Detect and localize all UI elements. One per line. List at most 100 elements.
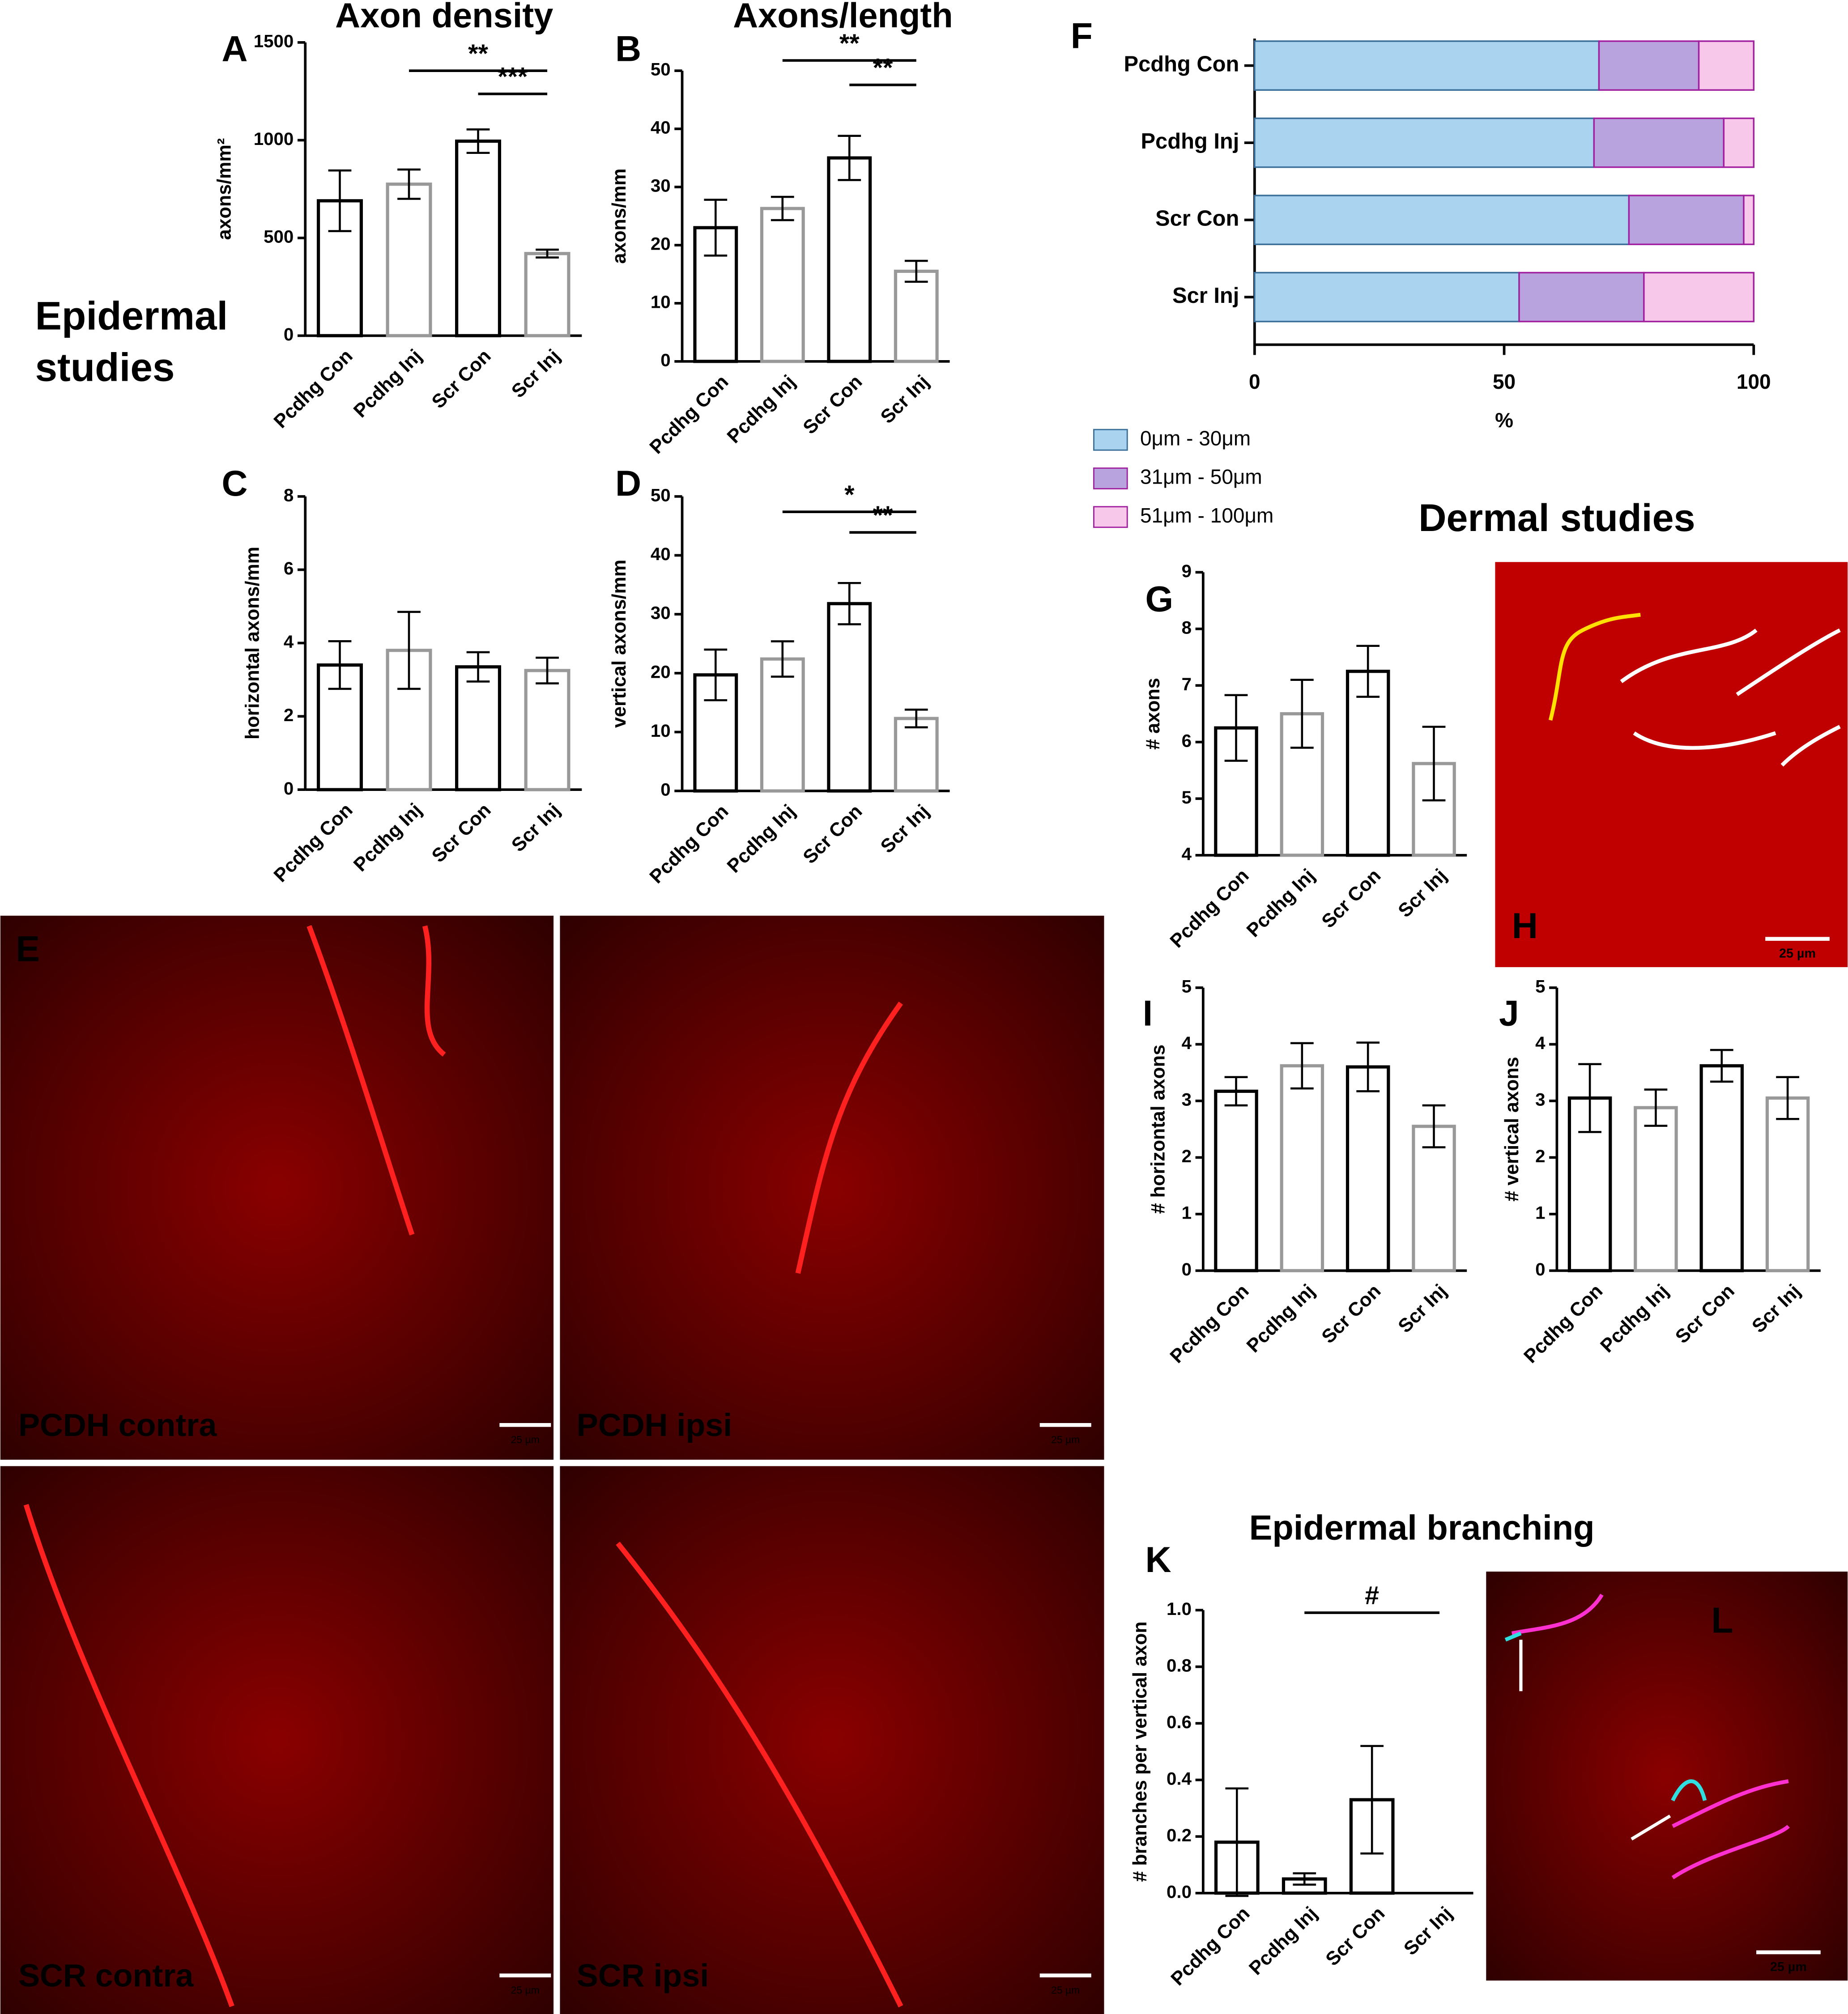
bar xyxy=(524,252,571,337)
error-bar xyxy=(771,195,794,221)
x-tick-label: Pcdhg Inj xyxy=(349,345,426,422)
y-axis-label: horizontal axons/mm xyxy=(242,547,264,739)
y-tick-label: 40 xyxy=(651,544,671,564)
x-tick-label: Pcdhg Con xyxy=(646,800,733,888)
error-bar xyxy=(328,640,352,690)
panel-letter: L xyxy=(1711,1600,1733,1640)
bar xyxy=(760,657,805,793)
scale-label: 25 µm xyxy=(1051,1984,1080,1996)
y-tick-label: 3 xyxy=(1182,1089,1192,1109)
y-tick-label: 1 xyxy=(1182,1202,1192,1223)
y-tick-label: 2 xyxy=(284,705,294,725)
x-tick-label: Pcdhg Con xyxy=(1166,865,1253,952)
y-tick-label: 10 xyxy=(651,721,671,741)
y-axis-label: # vertical axons xyxy=(1501,1057,1523,1202)
x-tick-label: Scr Con xyxy=(1317,1280,1385,1348)
y-tick-label: 0 xyxy=(660,780,670,800)
y-tick-label: 8 xyxy=(284,485,294,505)
x-tick-label: Scr Con xyxy=(1671,1280,1739,1348)
bar xyxy=(524,669,571,791)
image xyxy=(1486,1572,1848,1981)
x-tick-label: Pcdhg Con xyxy=(270,799,357,887)
panel-letter: G xyxy=(1145,579,1173,620)
error-bar xyxy=(771,640,794,678)
panel-letter: B xyxy=(615,29,641,69)
y-tick-label: 30 xyxy=(651,176,671,196)
x-tick-label: Pcdhg Con xyxy=(1167,1903,1254,1990)
bar xyxy=(1412,1125,1456,1272)
bar-segment xyxy=(1254,40,1600,91)
axon-trace xyxy=(23,925,446,2007)
legend-swatch xyxy=(1093,506,1128,528)
scale-label: 25 µm xyxy=(1051,1434,1080,1445)
scale-label: 25 µm xyxy=(1770,1960,1807,1974)
bar xyxy=(1765,1096,1810,1272)
significance-label: * xyxy=(844,480,855,509)
y-tick-label: 6 xyxy=(284,558,294,578)
y-tick-label: 40 xyxy=(651,118,671,138)
y-tick-label: 0 xyxy=(1535,1259,1545,1279)
x-tick-label: Scr Inj xyxy=(1748,1280,1805,1337)
x-tick-label: Scr Con xyxy=(799,800,867,868)
x-tick-label: 100 xyxy=(1737,370,1771,393)
error-bar xyxy=(1422,1104,1446,1148)
y-tick-label: 20 xyxy=(651,662,671,682)
arrow xyxy=(1519,1640,1671,1841)
error-bar xyxy=(1290,1042,1314,1090)
image-label: PCDH contra xyxy=(18,1407,217,1443)
x-tick-label: Scr Con xyxy=(799,371,867,438)
legend-label: 31μm - 50μm xyxy=(1140,465,1262,489)
x-tick-label: Pcdhg Inj xyxy=(1243,865,1319,941)
error-bar xyxy=(397,168,421,200)
bar xyxy=(760,207,805,363)
bar-segment xyxy=(1628,195,1745,245)
y-tick-label: 0 xyxy=(660,350,670,370)
axon-trace xyxy=(1504,1632,1707,1802)
error-bar xyxy=(1224,1076,1248,1107)
x-tick-label: Pcdhg Con xyxy=(646,371,733,458)
legend-label: 51μm - 100μm xyxy=(1140,504,1273,527)
y-tick-label: 2 xyxy=(1535,1146,1545,1166)
x-tick-label: Scr Con xyxy=(428,799,495,867)
y-axis-label: vertical axons/mm xyxy=(609,560,630,728)
y-tick-label: Pcdhg Con xyxy=(1124,52,1239,76)
bar-segment xyxy=(1254,195,1630,245)
bar-segment xyxy=(1518,272,1645,323)
x-tick-label: Pcdhg Inj xyxy=(723,371,800,447)
y-tick-label: 0.4 xyxy=(1167,1768,1192,1789)
y-tick-label: Pcdhg Inj xyxy=(1141,129,1239,153)
panel-letter: H xyxy=(1512,906,1538,946)
y-tick-label: 4 xyxy=(1535,1033,1546,1053)
panel-letter: I xyxy=(1143,993,1153,1033)
bar-segment xyxy=(1723,117,1754,168)
x-tick-label: Scr Inj xyxy=(507,345,564,402)
legend-swatch xyxy=(1093,467,1128,489)
bar-segment xyxy=(1593,117,1725,168)
y-tick-label: 0 xyxy=(284,324,294,344)
error-bar xyxy=(1290,679,1314,749)
y-tick-label: 9 xyxy=(1182,561,1192,581)
x-tick-label: Scr Con xyxy=(1317,865,1385,932)
y-tick-label: 20 xyxy=(651,234,671,254)
micrographs xyxy=(0,562,1848,2014)
error-bar xyxy=(1422,726,1446,802)
panel-letter: K xyxy=(1145,1540,1171,1580)
y-tick-label: 0 xyxy=(284,778,294,799)
error-bar xyxy=(1224,694,1248,762)
y-axis-label: # horizontal axons xyxy=(1147,1045,1169,1214)
y-tick-label: 30 xyxy=(651,603,671,623)
image-label: SCR ipsi xyxy=(577,1958,709,1993)
axon-trace xyxy=(616,1002,903,2008)
error-bar xyxy=(904,709,928,729)
axon-trace xyxy=(1620,628,1841,767)
image-label: SCR contra xyxy=(18,1958,194,1993)
error-bar xyxy=(838,582,861,625)
error-bar xyxy=(1578,1063,1601,1133)
error-bar xyxy=(1356,645,1380,698)
x-tick-label: Pcdhg Con xyxy=(1520,1280,1607,1368)
scale-label: 25 µm xyxy=(1779,947,1816,961)
bar xyxy=(827,602,872,793)
x-tick-label: Scr Inj xyxy=(1394,865,1451,922)
x-tick-label: Pcdhg Inj xyxy=(1245,1903,1321,1979)
